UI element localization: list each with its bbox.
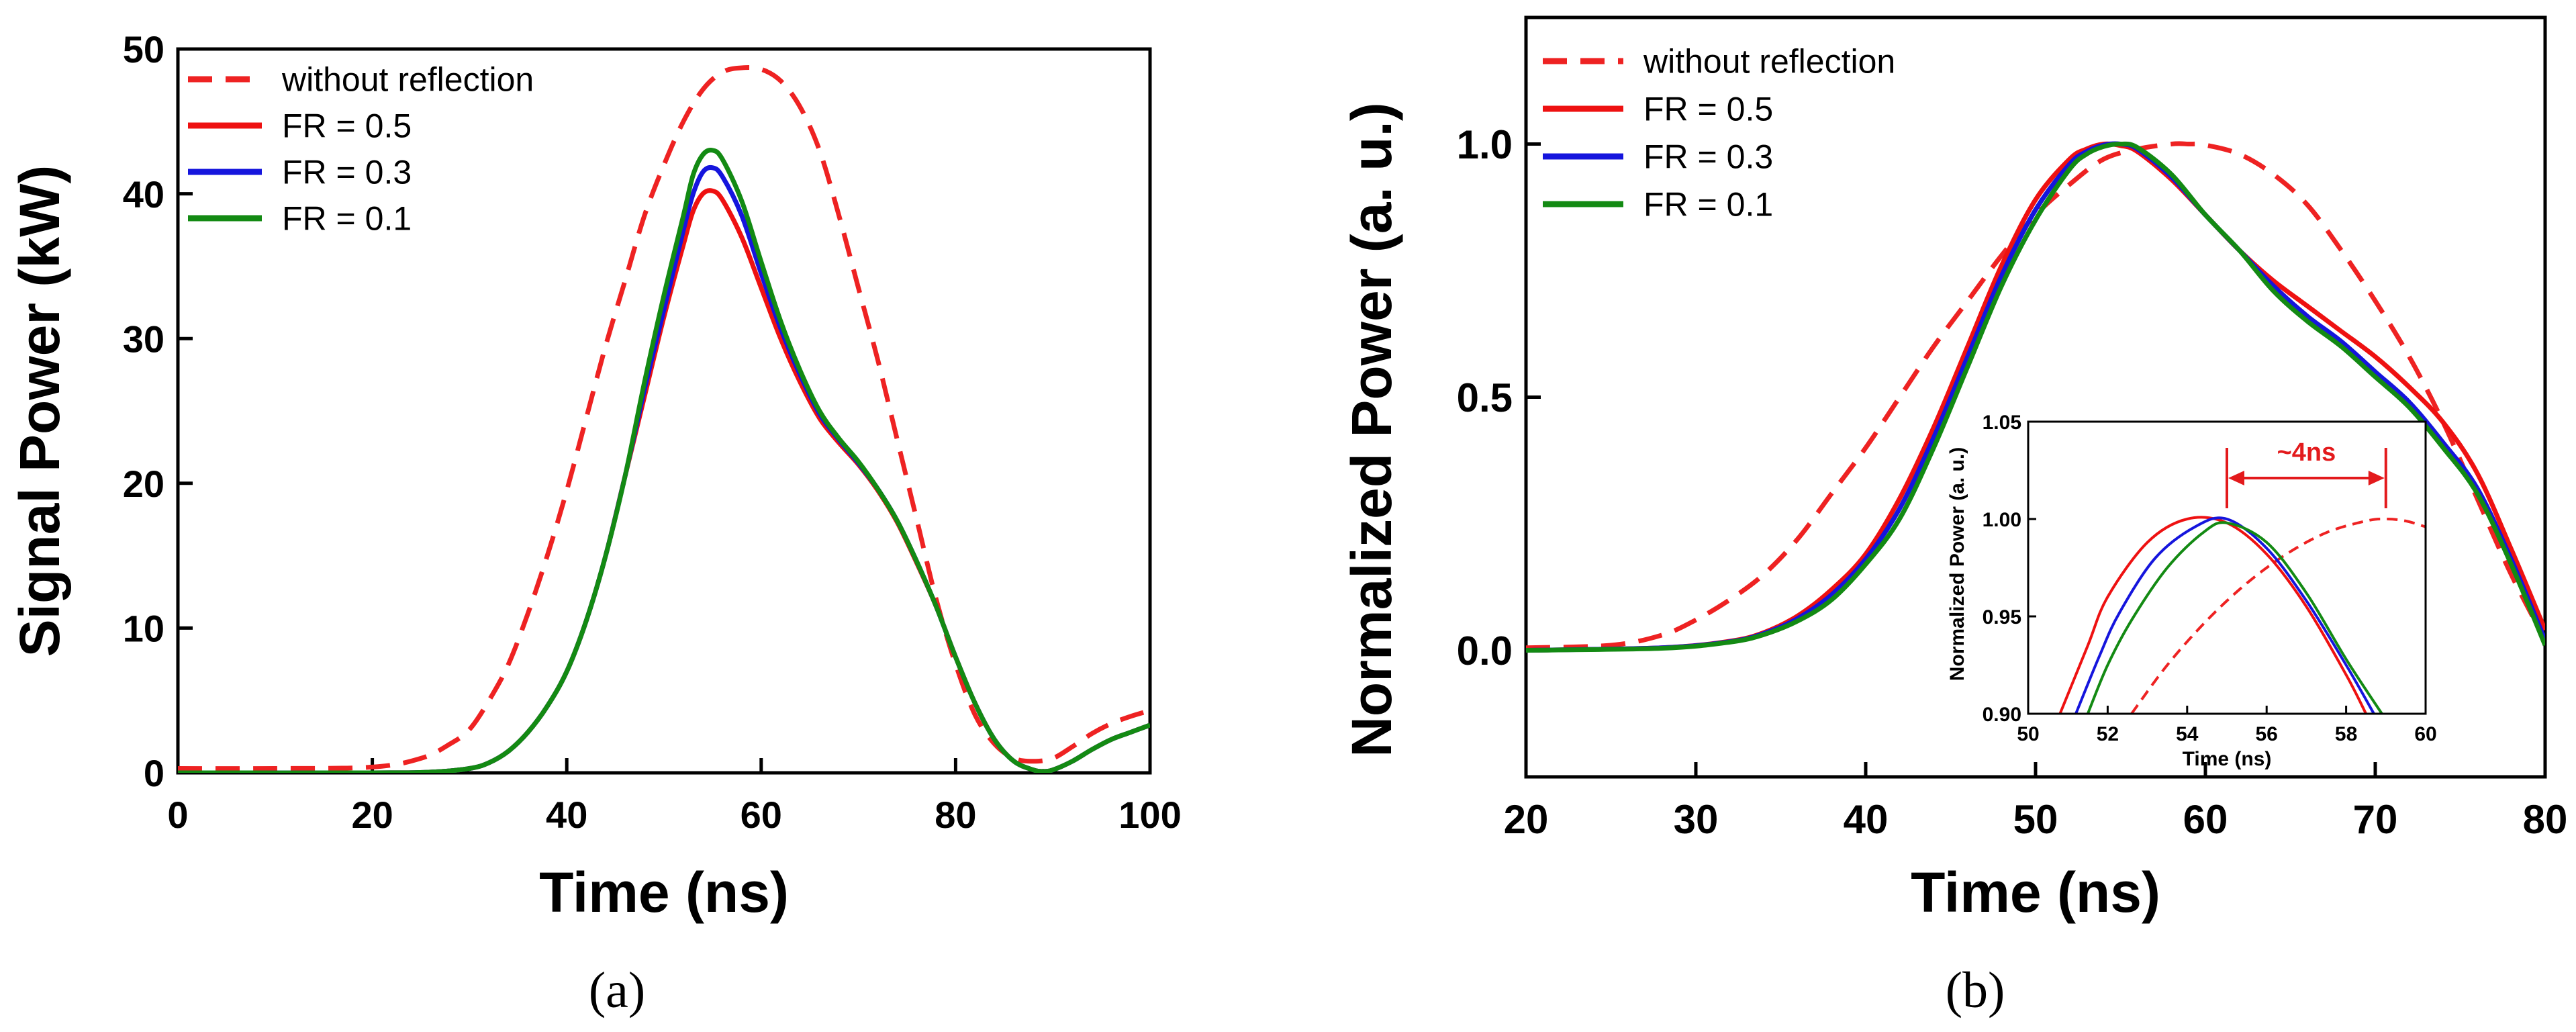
series-line-fr-0-5 [178, 188, 1150, 773]
annotation-arrowhead-right [2368, 471, 2385, 485]
chart-a-xlabel: Time (ns) [539, 861, 789, 924]
inset-x-tick-label: 60 [2414, 723, 2436, 745]
series-line-fr-0-1 [178, 148, 1150, 773]
legend-entry-label: FR = 0.3 [1643, 138, 1773, 176]
chart-b-xlabel: Time (ns) [1911, 861, 2160, 924]
inset-y-tick-label: 1.05 [1983, 412, 2021, 434]
y-tick-label: 30 [123, 318, 164, 360]
y-tick-label: 0.0 [1457, 628, 1513, 673]
inset-x-tick-label: 54 [2176, 723, 2199, 745]
chart-b-caption: (b) [1946, 962, 2005, 1019]
chart-a: 0 20 40 60 80 100 0 10 20 30 40 50 Time (ns) Signal… [8, 28, 1182, 1019]
legend-entry-label: FR = 0.1 [282, 200, 412, 238]
inset-y-tick-label: 0.90 [1983, 704, 2021, 726]
inset-series-line-fr-0-1 [2086, 521, 2383, 714]
inset-series-line-fr-0-3 [2074, 516, 2375, 714]
y-tick-label: 40 [123, 173, 164, 216]
chart-b-legend: without reflection FR = 0.5 FR = 0.3 FR = 0… [1543, 43, 1895, 224]
inset-x-tick-label: 50 [2017, 723, 2039, 745]
x-tick-label: 70 [2353, 797, 2398, 842]
series-line-fr-0-3 [178, 165, 1150, 773]
annotation-label: ~4ns [2277, 438, 2336, 467]
y-tick-label: 20 [123, 463, 164, 505]
chart-a-ylabel: Signal Power (kW) [8, 165, 71, 657]
x-tick-label: 40 [546, 794, 587, 836]
inset-x-tick-label: 58 [2335, 723, 2357, 745]
inset-ticks: 50 52 54 56 58 60 0.90 0.95 1.00 1.05 [1983, 412, 2437, 745]
chart-b-series [1526, 141, 2545, 653]
inset-series-line-fr-0-5 [2058, 516, 2367, 714]
inset-x-tick-label: 52 [2097, 723, 2119, 745]
chart-a-series [178, 65, 1150, 773]
legend-entry-label: without reflection [1643, 43, 1895, 81]
chart-b-ticks: 20 30 40 50 60 70 80 0.0 0.5 1.0 [1457, 122, 2568, 842]
inset-annotation: ~4ns [2226, 438, 2387, 508]
x-tick-label: 0 [167, 794, 188, 836]
inset-ylabel: Normalized Power (a. u.) [1946, 447, 1968, 681]
inset-series-line-without-reflection [2130, 517, 2426, 714]
y-tick-label: 0.5 [1457, 375, 1513, 420]
chart-a-legend: without reflection FR = 0.5 FR = 0.3 FR = 0… [188, 61, 534, 238]
inset-y-tick-label: 0.95 [1983, 606, 2021, 628]
inset-plot-frame [2027, 420, 2427, 715]
x-tick-label: 100 [1118, 794, 1181, 836]
inset-xlabel: Time (ns) [2183, 748, 2272, 770]
annotation-arrowhead-left [2228, 471, 2244, 485]
x-tick-label: 60 [2183, 797, 2228, 842]
chart-b-inset: 50 52 54 56 58 60 0.90 0.95 1.00 1.05 Time (ns) N… [1946, 412, 2437, 770]
legend-entry-label: without reflection [281, 61, 534, 99]
y-tick-label: 10 [123, 608, 164, 650]
x-tick-label: 30 [1674, 797, 1719, 842]
chart-a-caption: (a) [589, 962, 645, 1019]
inset-y-tick-label: 1.00 [1983, 509, 2021, 531]
inset-series [2058, 516, 2426, 714]
x-tick-label: 80 [935, 794, 976, 836]
legend-entry-label: FR = 0.5 [282, 107, 412, 145]
inset-x-tick-label: 56 [2256, 723, 2278, 745]
chart-b: 20 30 40 50 60 70 80 0.0 0.5 1.0 Time (ns) Normal… [1340, 15, 2568, 1019]
chart-a-plot-frame [176, 47, 1152, 775]
series-line-fr-0-1 [1526, 141, 2545, 653]
x-tick-label: 80 [2523, 797, 2568, 842]
chart-b-ylabel: Normalized Power (a. u.) [1340, 102, 1403, 757]
y-tick-label: 1.0 [1457, 122, 1513, 167]
x-tick-label: 60 [741, 794, 782, 836]
x-tick-label: 40 [1844, 797, 1889, 842]
y-tick-label: 0 [144, 752, 164, 794]
x-tick-label: 20 [351, 794, 393, 836]
y-tick-label: 50 [123, 28, 164, 71]
legend-entry-label: FR = 0.5 [1643, 91, 1773, 128]
x-tick-label: 20 [1504, 797, 1549, 842]
legend-entry-label: FR = 0.3 [282, 154, 412, 191]
legend-entry-label: FR = 0.1 [1643, 186, 1773, 224]
x-tick-label: 50 [2013, 797, 2058, 842]
chart-a-ticks: 0 20 40 60 80 100 0 10 20 30 40 50 [123, 28, 1182, 836]
